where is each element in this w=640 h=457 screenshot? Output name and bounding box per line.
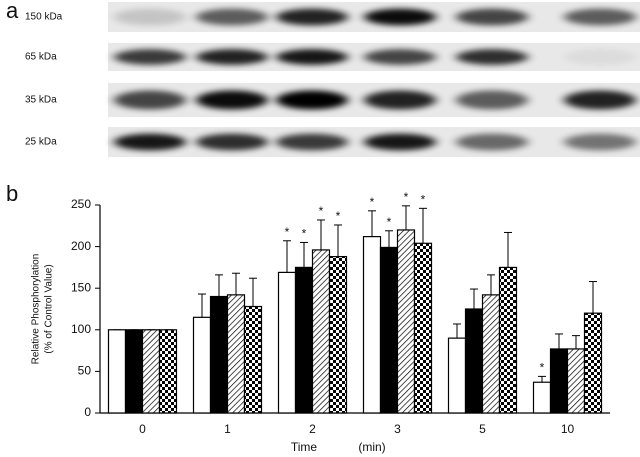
bar <box>396 229 416 414</box>
blot-band <box>196 133 268 151</box>
row-label: 25 kDa <box>25 137 57 148</box>
blot-band <box>114 49 186 65</box>
significance-marker: * <box>285 225 290 239</box>
bar <box>209 295 229 414</box>
blot-band <box>564 90 636 110</box>
row-label: 35 kDa <box>25 95 57 106</box>
blot-band <box>364 90 436 110</box>
row-label: 65 kDa <box>25 52 57 63</box>
blot-band <box>564 133 636 151</box>
x-tick-label: 5 <box>479 422 486 436</box>
blot-band <box>276 133 348 151</box>
blot-band <box>196 49 268 65</box>
y-tick-label: 150 <box>71 280 91 294</box>
bar <box>141 329 161 414</box>
bar <box>379 246 399 414</box>
blot-band <box>276 8 348 26</box>
bar <box>311 249 331 414</box>
row-label: 150 kDa <box>25 12 63 23</box>
significance-marker: * <box>421 192 426 206</box>
blot-band <box>114 133 186 151</box>
significance-marker: * <box>302 227 307 241</box>
y-tick-label: 250 <box>71 197 91 211</box>
y-tick-label: 100 <box>71 322 91 336</box>
bar <box>549 348 569 414</box>
significance-marker: * <box>404 190 409 204</box>
bar <box>158 329 178 414</box>
blot-band <box>456 49 528 65</box>
x-axis-label: Time <box>291 440 318 454</box>
bar <box>532 381 552 414</box>
significance-marker: * <box>319 204 324 218</box>
blot-band <box>364 8 436 26</box>
bar <box>226 294 246 414</box>
blot-band <box>114 8 186 26</box>
blot-band <box>564 8 636 26</box>
bar <box>481 294 501 414</box>
blot-band <box>276 90 348 110</box>
bar <box>328 255 348 414</box>
blot-band <box>364 133 436 151</box>
x-tick-label: 0 <box>139 422 146 436</box>
blot-band <box>456 133 528 151</box>
bar <box>566 348 586 414</box>
blot-band <box>456 90 528 110</box>
bar <box>498 266 518 414</box>
bar <box>464 308 484 414</box>
significance-marker: * <box>370 195 375 209</box>
bar <box>294 266 314 414</box>
bar <box>124 329 144 414</box>
blot-band <box>276 49 348 65</box>
bar <box>447 337 467 414</box>
bar <box>362 236 382 414</box>
panel-label: a <box>6 0 19 23</box>
x-tick-label: 3 <box>394 422 401 436</box>
bar <box>277 271 297 414</box>
x-axis-label: (min) <box>358 440 385 454</box>
x-tick-label: 10 <box>561 422 575 436</box>
significance-marker: * <box>540 361 545 375</box>
blot-band <box>114 90 186 110</box>
y-tick-label: 200 <box>71 239 91 253</box>
blot-panel: 150 kDa 65 kDa 35 kDa 25 kDa <box>25 2 640 157</box>
blot-band <box>564 49 636 65</box>
bar <box>192 316 212 414</box>
bar <box>107 329 127 414</box>
y-tick-label: 0 <box>84 405 91 419</box>
y-axis-label: Relative Phosphorylation <box>31 254 42 365</box>
y-axis-label: (% of Control Value) <box>44 264 55 353</box>
bar <box>243 305 263 414</box>
significance-marker: * <box>387 215 392 229</box>
bar <box>413 242 433 414</box>
bar <box>583 312 603 414</box>
blot-band <box>196 90 268 110</box>
panel-label: b <box>6 181 18 206</box>
significance-marker: * <box>336 209 341 223</box>
y-tick-label: 50 <box>78 364 92 378</box>
x-tick-label: 1 <box>224 422 231 436</box>
blot-band <box>456 8 528 26</box>
x-tick-label: 2 <box>309 422 316 436</box>
blot-band <box>364 49 436 65</box>
blot-band <box>196 8 268 26</box>
